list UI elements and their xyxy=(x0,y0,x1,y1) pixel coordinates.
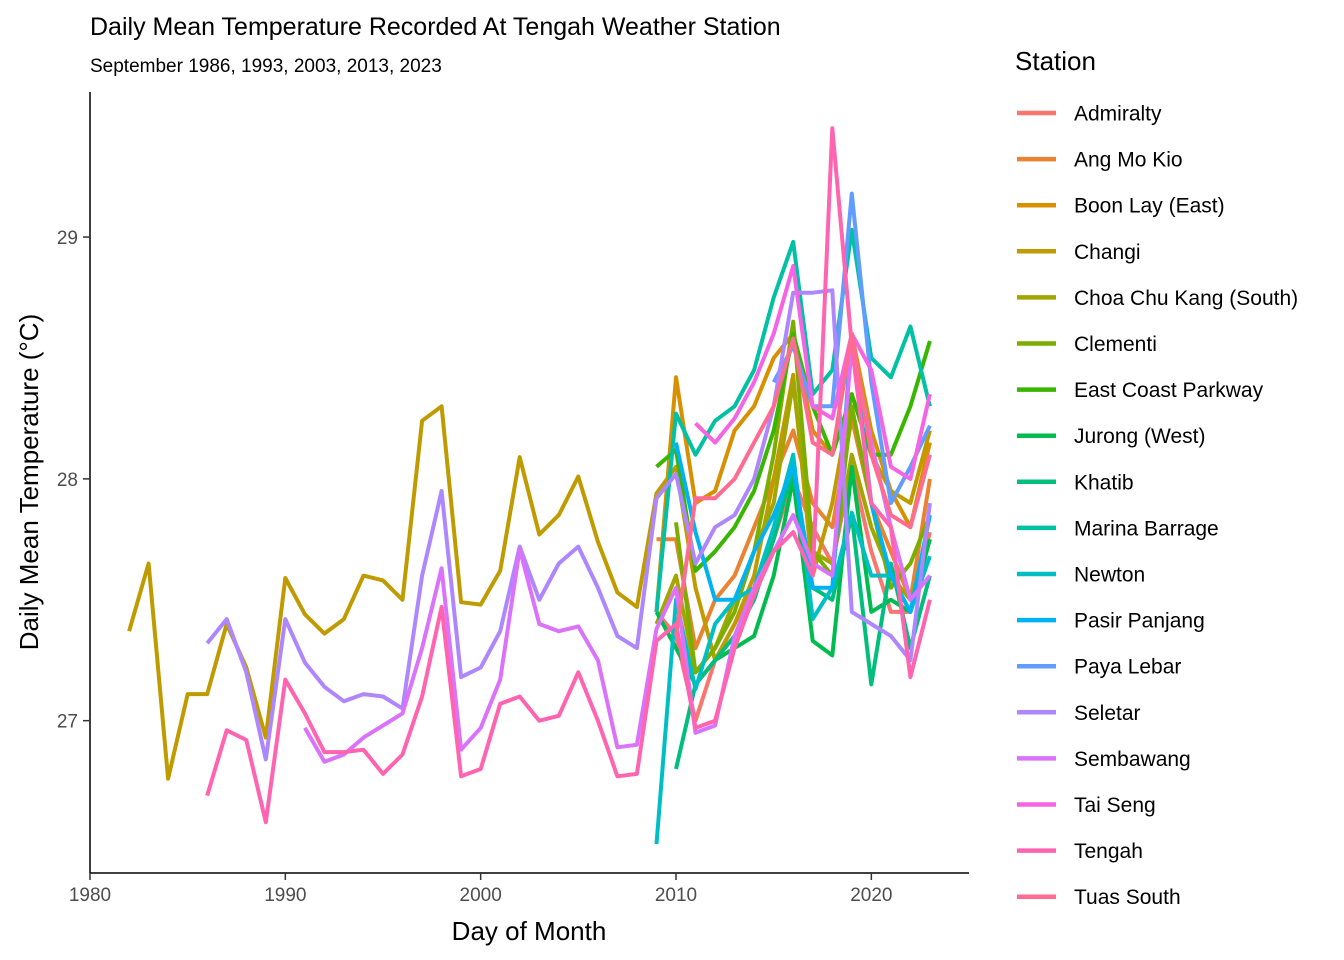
x-axis-ticks: 1980 1990 2000 2010 2020 xyxy=(69,873,892,906)
legend-label-boon-lay-east: Boon Lay (East) xyxy=(1074,195,1225,218)
legend-label-east-coast-parkway: East Coast Parkway xyxy=(1074,379,1264,402)
legend-item-clementi: Clementi xyxy=(1017,333,1157,356)
series-line-seletar xyxy=(205,288,932,762)
x-tick-label: 2020 xyxy=(850,885,892,906)
y-tick-label: 27 xyxy=(57,712,78,733)
series-line-ang-mo-kio xyxy=(656,416,932,651)
legend-item-sembawang: Sembawang xyxy=(1017,748,1191,771)
chart-title: Daily Mean Temperature Recorded At Tenga… xyxy=(90,13,781,41)
x-tick-label: 2000 xyxy=(460,885,502,906)
legend-label-changi: Changi xyxy=(1074,241,1141,264)
series-line-tuas-south xyxy=(674,331,932,637)
series-line-tai-seng xyxy=(694,264,932,481)
legend-label-newton: Newton xyxy=(1074,564,1145,587)
y-axis-ticks: 27 28 29 xyxy=(57,228,90,733)
legend-item-tuas-south: Tuas South xyxy=(1017,886,1181,909)
legend-label-tuas-south: Tuas South xyxy=(1074,886,1181,909)
series-line-sembawang xyxy=(303,343,932,764)
legend-item-marina-barrage: Marina Barrage xyxy=(1017,517,1219,540)
legend-item-boon-lay-east: Boon Lay (East) xyxy=(1017,195,1225,218)
legend-label-khatib: Khatib xyxy=(1074,471,1134,494)
legend-item-admiralty: Admiralty xyxy=(1017,103,1162,126)
legend-title: Station xyxy=(1015,46,1096,76)
legend-label-tengah: Tengah xyxy=(1074,840,1143,863)
y-tick-label: 29 xyxy=(57,228,78,249)
chart-subtitle: September 1986, 1993, 2003, 2013, 2023 xyxy=(90,56,442,77)
series-line-tengah xyxy=(205,126,932,825)
legend-item-choa-chu-kang-south: Choa Chu Kang (South) xyxy=(1017,287,1298,310)
legend-item-pasir-panjang: Pasir Panjang xyxy=(1017,610,1205,633)
legend-item-east-coast-parkway: East Coast Parkway xyxy=(1017,379,1264,402)
legend-label-paya-lebar: Paya Lebar xyxy=(1074,656,1181,679)
legend-label-sembawang: Sembawang xyxy=(1074,748,1191,771)
legend-item-khatib: Khatib xyxy=(1017,471,1134,494)
legend-label-pasir-panjang: Pasir Panjang xyxy=(1074,610,1205,633)
legend-item-tai-seng: Tai Seng xyxy=(1017,794,1156,817)
legend-label-tai-seng: Tai Seng xyxy=(1074,794,1156,817)
x-tick-label: 2010 xyxy=(655,885,697,906)
legend-item-tengah: Tengah xyxy=(1017,840,1143,863)
y-axis-title: Daily Mean Temperature (°C) xyxy=(14,314,44,650)
series-line-marina-barrage xyxy=(654,227,932,613)
series-line-newton xyxy=(654,452,932,845)
legend-item-paya-lebar: Paya Lebar xyxy=(1017,656,1181,679)
y-tick-label: 28 xyxy=(57,470,78,491)
legend-item-ang-mo-kio: Ang Mo Kio xyxy=(1017,149,1183,172)
legend-label-marina-barrage: Marina Barrage xyxy=(1074,517,1219,540)
legend-label-clementi: Clementi xyxy=(1074,333,1157,356)
legend-item-newton: Newton xyxy=(1017,564,1145,587)
plot-area xyxy=(127,126,932,845)
x-tick-label: 1990 xyxy=(264,885,306,906)
legend-label-ang-mo-kio: Ang Mo Kio xyxy=(1074,149,1183,172)
x-axis-title: Day of Month xyxy=(452,916,607,946)
legend: Admiralty Ang Mo Kio Boon Lay (East) Changi… xyxy=(1017,103,1298,909)
legend-label-seletar: Seletar xyxy=(1074,702,1141,725)
legend-label-choa-chu-kang-south: Choa Chu Kang (South) xyxy=(1074,287,1298,310)
legend-item-jurong-west: Jurong (West) xyxy=(1017,425,1206,448)
x-tick-label: 1980 xyxy=(69,885,111,906)
legend-label-jurong-west: Jurong (West) xyxy=(1074,425,1206,448)
series-line-pasir-panjang xyxy=(674,331,932,614)
legend-label-admiralty: Admiralty xyxy=(1074,103,1162,126)
legend-item-seletar: Seletar xyxy=(1017,702,1141,725)
legend-item-changi: Changi xyxy=(1017,241,1141,264)
